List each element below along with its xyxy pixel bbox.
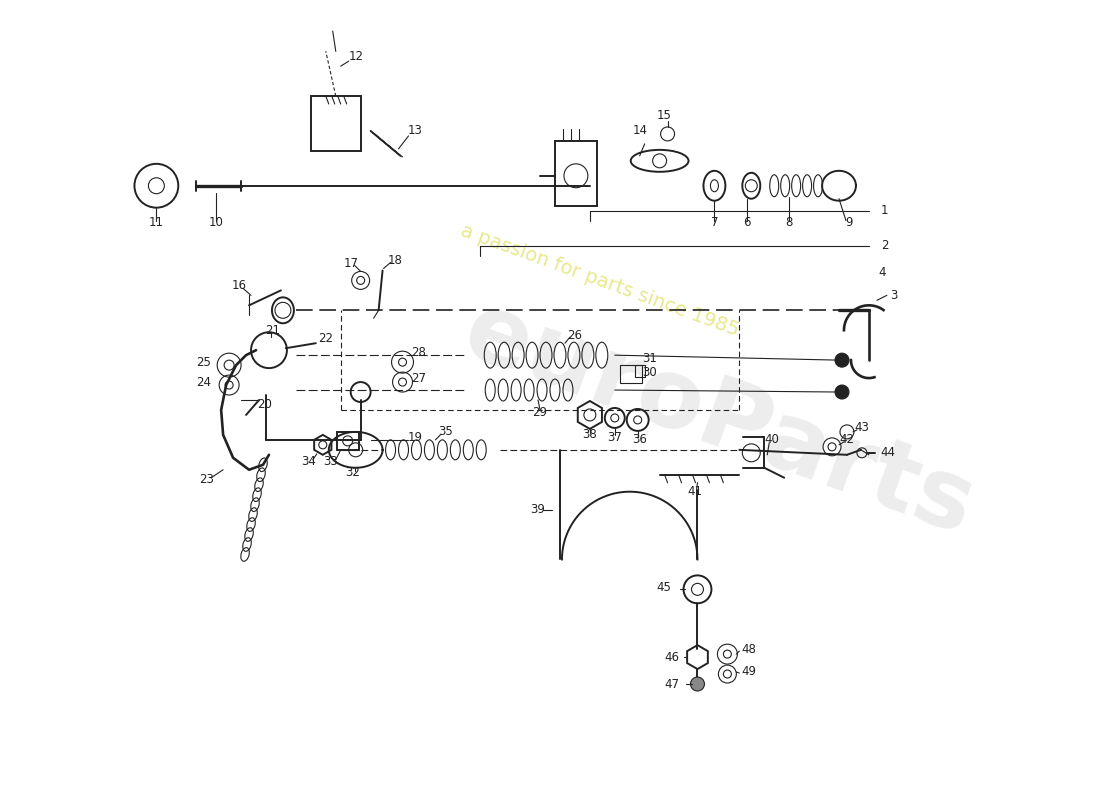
Text: 13: 13 [408, 125, 422, 138]
Text: 16: 16 [232, 279, 246, 292]
Text: 31: 31 [642, 352, 657, 365]
Text: 30: 30 [642, 366, 657, 378]
Circle shape [835, 385, 849, 399]
Circle shape [691, 677, 704, 691]
Text: 34: 34 [301, 455, 317, 468]
Text: 15: 15 [657, 110, 672, 122]
Text: 47: 47 [664, 678, 680, 690]
Circle shape [835, 353, 849, 367]
Text: 9: 9 [845, 216, 853, 229]
Text: 11: 11 [148, 216, 164, 229]
Text: 20: 20 [257, 398, 273, 411]
Text: 17: 17 [343, 257, 359, 270]
Text: 18: 18 [388, 254, 403, 267]
Text: 14: 14 [632, 125, 647, 138]
Text: 2: 2 [881, 239, 889, 252]
Text: 1: 1 [881, 204, 889, 217]
Text: 49: 49 [741, 665, 757, 678]
Text: 3: 3 [890, 289, 898, 302]
Text: 29: 29 [532, 406, 548, 419]
Polygon shape [329, 432, 383, 468]
Text: 40: 40 [764, 434, 780, 446]
Bar [635, 365, 645, 377]
Text: 45: 45 [657, 581, 672, 594]
Text: 39: 39 [530, 503, 546, 516]
Text: 36: 36 [632, 434, 647, 446]
Text: 25: 25 [196, 356, 211, 369]
Text: 12: 12 [349, 50, 363, 62]
Text: 42: 42 [839, 434, 855, 446]
Text: 35: 35 [438, 426, 453, 438]
Bar [337, 432, 359, 450]
Text: 8: 8 [785, 216, 793, 229]
Text: 41: 41 [688, 485, 702, 498]
Text: 33: 33 [323, 455, 338, 468]
Bar [556, 141, 597, 206]
Text: 10: 10 [209, 216, 223, 229]
Text: 43: 43 [855, 422, 869, 434]
Text: 27: 27 [411, 371, 426, 385]
Text: 26: 26 [568, 329, 582, 342]
Text: 4: 4 [878, 266, 886, 279]
Bar [311, 96, 361, 151]
Text: euroParts: euroParts [452, 285, 988, 555]
Text: 46: 46 [664, 650, 680, 664]
Text: 37: 37 [607, 431, 623, 444]
Text: 19: 19 [408, 431, 424, 444]
Polygon shape [822, 171, 856, 201]
Text: 38: 38 [583, 428, 597, 442]
Text: 32: 32 [345, 466, 360, 479]
Text: 22: 22 [318, 332, 333, 345]
Text: 44: 44 [881, 446, 895, 459]
Bar [619, 365, 641, 383]
Text: a passion for parts since 1985: a passion for parts since 1985 [458, 221, 741, 340]
Text: 24: 24 [196, 375, 211, 389]
Text: 21: 21 [265, 324, 280, 337]
Text: 28: 28 [411, 346, 426, 358]
Text: 7: 7 [711, 216, 718, 229]
Text: 6: 6 [744, 216, 751, 229]
Text: 23: 23 [199, 474, 213, 486]
Text: 48: 48 [741, 642, 756, 656]
